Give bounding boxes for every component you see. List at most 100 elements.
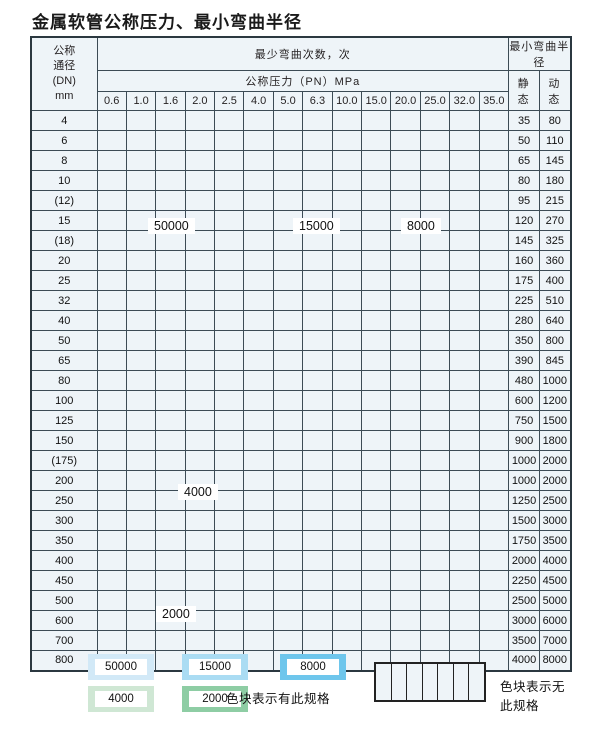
- matrix-cell: [331, 590, 363, 611]
- matrix-cell: [243, 150, 274, 171]
- dynamic-radius: 3000: [539, 510, 572, 531]
- static-radius: 1250: [508, 490, 541, 511]
- matrix-cell: [331, 350, 363, 371]
- dn-label: 10: [30, 170, 98, 191]
- matrix-cell: [361, 230, 392, 251]
- table-row: 450 2250 4500: [30, 570, 572, 591]
- static-radius: 1500: [508, 510, 541, 531]
- matrix-cell: [390, 630, 421, 651]
- matrix-cell: [214, 170, 245, 191]
- matrix-cell: [125, 350, 157, 371]
- matrix-cell: [331, 290, 363, 311]
- static-radius: 280: [508, 310, 541, 331]
- table-row: 700 3500 7000: [30, 630, 572, 651]
- matrix-cell: [155, 410, 186, 431]
- table-row: 300 1500 3000: [30, 510, 572, 531]
- matrix-cell: [272, 170, 304, 191]
- matrix-cell: [449, 350, 480, 371]
- matrix-cell: [96, 530, 127, 551]
- matrix-cell: [155, 150, 186, 171]
- matrix-cell: [449, 370, 480, 391]
- table-row: 40 280 640: [30, 310, 572, 331]
- matrix-cell: [214, 590, 245, 611]
- matrix-cell: [390, 430, 421, 451]
- header-pressure-2: 1.6: [155, 91, 186, 111]
- dynamic-radius: 6000: [539, 610, 572, 631]
- matrix-cell: [96, 110, 127, 131]
- static-radius: 350: [508, 330, 541, 351]
- table-row: (12) 95 215: [30, 190, 572, 211]
- legend-swatch-value: 8000: [287, 659, 339, 675]
- matrix-cell: [96, 350, 127, 371]
- matrix-cell: [390, 130, 421, 151]
- header-pressure-7: 6.3: [302, 91, 333, 111]
- matrix-cell: [449, 130, 480, 151]
- matrix-cell: [155, 390, 186, 411]
- matrix-cell: [272, 290, 304, 311]
- matrix-cell: [419, 570, 451, 591]
- matrix-cell: [302, 430, 333, 451]
- matrix-cell: [449, 430, 480, 451]
- matrix-cell: [125, 430, 157, 451]
- matrix-cell: [155, 650, 186, 671]
- matrix-cell: [478, 170, 510, 191]
- matrix-cell: [272, 530, 304, 551]
- matrix-cell: [361, 310, 392, 331]
- dn-label: 800: [30, 650, 98, 671]
- matrix-cell: [125, 150, 157, 171]
- header-dn-line-1: 公称: [53, 45, 76, 57]
- matrix-cell: [331, 110, 363, 131]
- matrix-cell: [155, 510, 186, 531]
- matrix-cell: [449, 110, 480, 131]
- matrix-cell: [331, 330, 363, 351]
- matrix-cell: [302, 490, 333, 511]
- matrix-cell: [243, 270, 274, 291]
- header-pressure-1: 1.0: [125, 91, 157, 111]
- dn-label: 450: [30, 570, 98, 591]
- dynamic-radius: 1200: [539, 390, 572, 411]
- matrix-cell: [419, 510, 451, 531]
- matrix-cell: [331, 150, 363, 171]
- matrix-cell: [390, 590, 421, 611]
- static-radius: 900: [508, 430, 541, 451]
- matrix-cell: [390, 610, 421, 631]
- matrix-cell: [155, 450, 186, 471]
- dn-label: 400: [30, 550, 98, 571]
- matrix-cell: [478, 650, 510, 671]
- dynamic-radius: 4000: [539, 550, 572, 571]
- header-min-radius: 最小弯曲半径: [508, 36, 572, 71]
- matrix-cell: [96, 170, 127, 191]
- dynamic-radius: 800: [539, 330, 572, 351]
- matrix-cell: [302, 350, 333, 371]
- matrix-cell: [96, 290, 127, 311]
- header-row-top: 公称 通径 (DN) mm 最少弯曲次数，次 最小弯曲半径: [30, 36, 572, 111]
- matrix-cell: [361, 390, 392, 411]
- matrix-cell: [302, 130, 333, 151]
- matrix-cell: [243, 370, 274, 391]
- matrix-cell: [419, 530, 451, 551]
- matrix-cell: [125, 510, 157, 531]
- dynamic-radius: 1800: [539, 430, 572, 451]
- matrix-cell: [155, 230, 186, 251]
- spec-table: 公称 通径 (DN) mm 最少弯曲次数，次 最小弯曲半径 公称压力（PN）MP…: [30, 36, 572, 672]
- matrix-cell: [243, 470, 274, 491]
- matrix-cell: [361, 470, 392, 491]
- matrix-cell: [449, 330, 480, 351]
- dn-label: 250: [30, 490, 98, 511]
- static-radius: 175: [508, 270, 541, 291]
- static-radius: 600: [508, 390, 541, 411]
- dynamic-radius: 400: [539, 270, 572, 291]
- matrix-cell: [243, 490, 274, 511]
- static-radius: 480: [508, 370, 541, 391]
- header-dynamic: 动 态: [539, 70, 572, 111]
- matrix-cell: [302, 550, 333, 571]
- dynamic-radius: 845: [539, 350, 572, 371]
- table-head: 公称 通径 (DN) mm 最少弯曲次数，次 最小弯曲半径 公称压力（PN）MP…: [30, 36, 572, 111]
- static-radius: 145: [508, 230, 541, 251]
- dynamic-radius: 1000: [539, 370, 572, 391]
- matrix-cell: [419, 190, 451, 211]
- matrix-cell: [449, 270, 480, 291]
- matrix-cell: [184, 510, 216, 531]
- matrix-cell: [419, 270, 451, 291]
